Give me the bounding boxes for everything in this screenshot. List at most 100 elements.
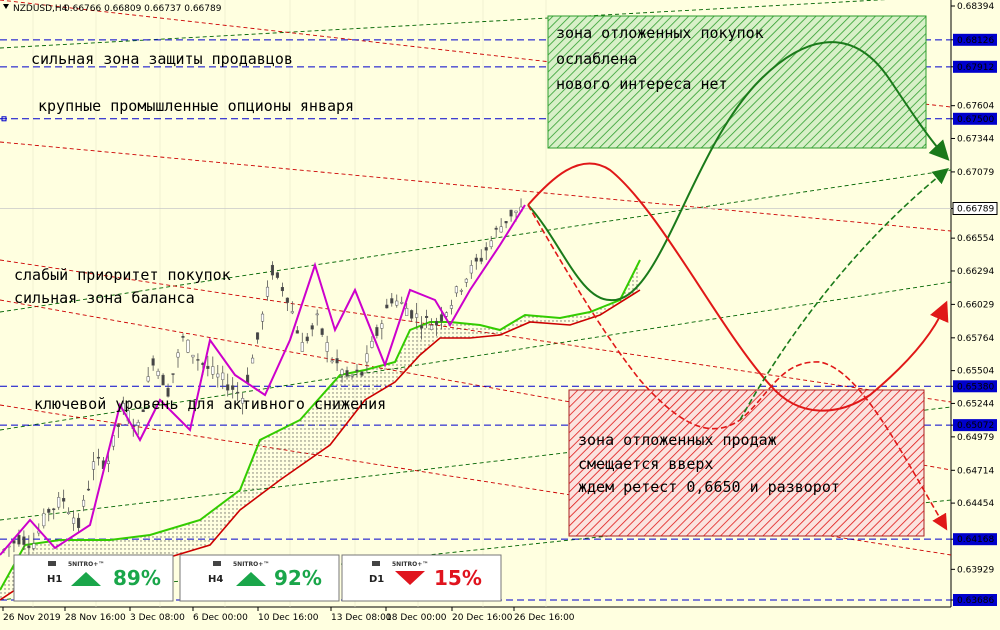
candle-body [280,286,284,292]
candle-body [211,366,215,375]
candle-body [439,314,444,322]
candle-body [484,247,488,251]
badge-brand: 5NITRO+™ [233,561,269,568]
candle-body [459,290,463,292]
candle-body [47,508,51,513]
annotation-sell-zone-line2: смещается вверх [578,455,713,473]
candle-body [390,298,394,304]
candle-body [57,497,61,508]
candle-body [166,387,170,397]
candle-body [77,517,81,528]
red-dashed-forecast [527,204,948,531]
level-label-bg [953,380,997,393]
candle-body [295,330,299,334]
buy-zone-box [547,15,927,149]
candle-body [251,357,255,364]
y-tick-label: 0.64714 [957,466,994,476]
badge-timeframe: D1 [369,574,384,585]
candle-body [141,409,145,413]
candle-body [395,300,399,306]
level-label-bg [953,60,997,73]
level-handle-icon [1,116,7,122]
candle-body [255,332,260,340]
candle-body [241,398,245,404]
up-arrow-icon [236,572,266,586]
candle-body [86,488,91,491]
candle-body [310,325,314,330]
y-tick-label: 0.66029 [957,300,994,310]
badge-brand: 5NITRO+™ [68,561,104,568]
current-price-label-bg [952,202,998,215]
badge-frame [179,554,340,602]
candle-body [425,315,429,318]
candle-body [81,499,86,507]
annotation-buy-priority: слабый приоритет покупок [14,266,231,284]
candle-body [27,545,31,549]
x-tick-label: 10 Dec 16:00 [258,613,319,623]
candle-body [290,311,294,314]
grid [32,0,547,607]
candle-body [410,310,414,319]
candle-body [196,359,200,361]
red-channel-line [0,259,952,403]
cloud-fill [0,260,640,600]
red-channel-line [0,141,952,232]
annotation-sellers-zone: сильная зона защиты продавцов [31,50,293,68]
badge-frame [13,554,174,602]
candle-body [116,424,120,427]
level-label-bg [953,419,997,432]
y-tick-label: 0.66294 [957,267,994,277]
candle-body [514,210,518,213]
candle-body [156,370,160,376]
candle-body [32,543,36,549]
candles [2,198,523,559]
forecast-paths [527,41,950,531]
zigzag-line [0,204,526,556]
candle-body [330,360,334,363]
candle-body [12,540,16,544]
candle-body [375,327,379,336]
candle-body [176,352,180,358]
badge-logo-icon [372,561,380,566]
cloud-green-line [0,259,641,591]
y-tick-label: 0.66789 [957,205,994,215]
candle-body [67,512,71,514]
candle-body [454,286,458,294]
candle-body [385,304,389,309]
y-tick-label: 0.65504 [957,367,994,377]
candle-body [246,374,250,383]
level-label-bg [953,533,997,546]
y-tick-label: 0.67344 [957,134,994,144]
signal-badge-h4: H4 5NITRO+™ 92% [179,554,340,602]
x-tick-label: 28 Nov 16:00 [65,613,126,623]
annotation-buy-zone-line1: зона отложенных покупок [556,24,764,42]
green-channel-line [0,169,952,313]
level-label-bg [953,594,997,606]
chart-menu-icon[interactable] [3,4,9,9]
candle-body [305,336,309,342]
y-tick-label: 0.65244 [957,399,994,409]
y-tick-label: 0.65072 [957,421,994,431]
candle-body [365,353,369,363]
y-tick-label: 0.64979 [957,433,994,443]
candle-body [335,358,339,364]
badge-timeframe: H1 [47,574,62,585]
candle-body [464,278,468,283]
candle-body [96,456,101,459]
y-tick-label: 0.66554 [957,234,994,244]
level-label-bg [953,33,997,46]
down-arrow-icon [395,571,425,585]
candle-body [186,339,190,353]
candle-body [370,340,374,348]
badge-logo-icon [48,561,56,566]
candle-body [42,513,46,527]
annotation-options: крупные промышленные опционы января [38,97,354,115]
candle-body [72,517,76,524]
candle-body [345,370,349,377]
level-label-bg [953,112,997,125]
symbol-label: NZDUSD,H4 [13,4,68,14]
x-tick-label: 3 Dec 08:00 [130,613,185,623]
annotation-key-level: ключевой уровень для активного снижения [34,395,386,413]
